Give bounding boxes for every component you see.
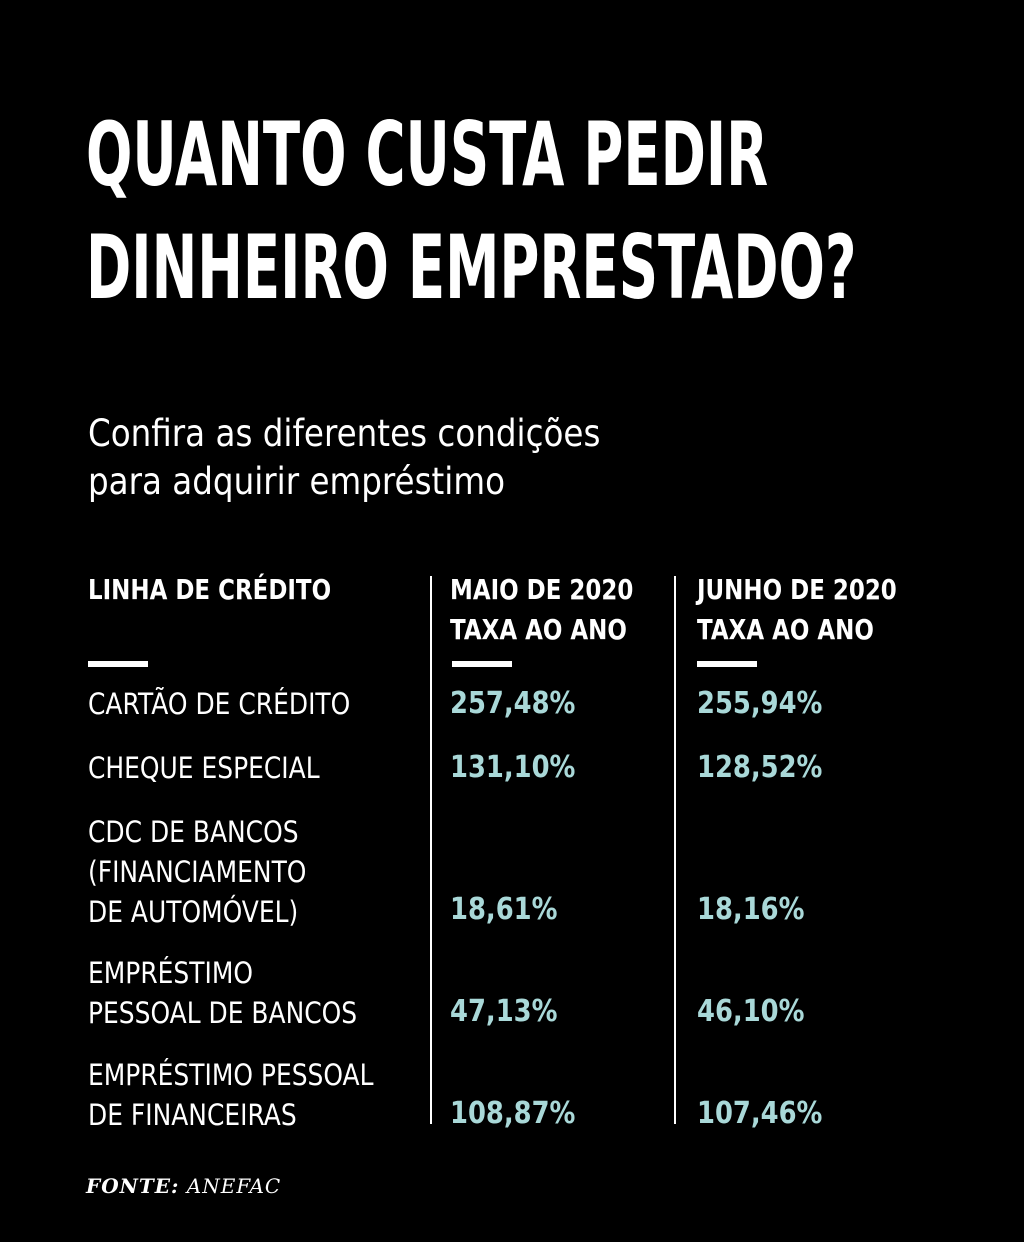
- cell-value-may: 257,48%: [450, 686, 576, 721]
- cell-value-may: 108,87%: [450, 1096, 576, 1131]
- cell-value-june: 18,16%: [697, 892, 805, 927]
- column-header-line: TAXA AO ANO: [450, 613, 627, 646]
- subtitle: Confira as diferentes condições para adq…: [88, 410, 600, 506]
- cell-value-may: 47,13%: [450, 994, 558, 1029]
- column-divider: [674, 576, 676, 1124]
- row-label-overdraft: CHEQUE ESPECIAL: [88, 748, 320, 788]
- row-label-credit-card: CARTÃO DE CRÉDITO: [88, 684, 350, 724]
- column-header-line: LINHA DE CRÉDITO: [88, 573, 332, 606]
- row-label-line: PESSOAL DE BANCOS: [88, 996, 358, 1030]
- source-value: ANEFAC: [186, 1174, 282, 1198]
- title-line-1: QUANTO CUSTA PEDIR: [86, 103, 769, 206]
- column-header-credit-line: LINHA DE CRÉDITO: [88, 570, 331, 610]
- header-underline: [88, 661, 148, 667]
- column-header-line: MAIO DE 2020: [450, 573, 634, 606]
- subtitle-line-1: Confira as diferentes condições: [88, 412, 601, 455]
- subtitle-line-2: para adquirir empréstimo: [88, 460, 505, 503]
- column-header-june-2020: JUNHO DE 2020 TAXA AO ANO: [697, 570, 897, 650]
- column-header-line: JUNHO DE 2020: [697, 573, 897, 606]
- header-underline: [452, 661, 512, 667]
- row-label-finance-company-loan: EMPRÉSTIMO PESSOAL DE FINANCEIRAS: [88, 1055, 374, 1135]
- cell-value-june: 255,94%: [697, 686, 823, 721]
- row-label-line: CHEQUE ESPECIAL: [88, 751, 320, 785]
- row-label-line: DE FINANCEIRAS: [88, 1098, 297, 1132]
- cell-value-june: 128,52%: [697, 750, 823, 785]
- column-header-line: TAXA AO ANO: [697, 613, 874, 646]
- row-label-line: (FINANCIAMENTO: [88, 855, 307, 889]
- row-label-line: EMPRÉSTIMO PESSOAL: [88, 1058, 374, 1092]
- cell-value-may: 131,10%: [450, 750, 576, 785]
- source-note: FONTE: ANEFAC: [86, 1172, 281, 1200]
- page-title: QUANTO CUSTA PEDIR DINHEIRO EMPRESTADO?: [86, 98, 857, 324]
- row-label-line: CARTÃO DE CRÉDITO: [88, 687, 351, 721]
- title-line-2: DINHEIRO EMPRESTADO?: [86, 216, 857, 319]
- row-label-bank-cdc: CDC DE BANCOS (FINANCIAMENTO DE AUTOMÓVE…: [88, 812, 306, 932]
- row-label-line: CDC DE BANCOS: [88, 815, 299, 849]
- row-label-line: DE AUTOMÓVEL): [88, 895, 299, 929]
- source-label: FONTE:: [86, 1174, 180, 1198]
- row-label-bank-personal-loan: EMPRÉSTIMO PESSOAL DE BANCOS: [88, 953, 357, 1033]
- header-underline: [697, 661, 757, 667]
- column-divider: [430, 576, 432, 1124]
- cell-value-may: 18,61%: [450, 892, 558, 927]
- cell-value-june: 46,10%: [697, 994, 805, 1029]
- column-header-may-2020: MAIO DE 2020 TAXA AO ANO: [450, 570, 633, 650]
- cell-value-june: 107,46%: [697, 1096, 823, 1131]
- row-label-line: EMPRÉSTIMO: [88, 956, 253, 990]
